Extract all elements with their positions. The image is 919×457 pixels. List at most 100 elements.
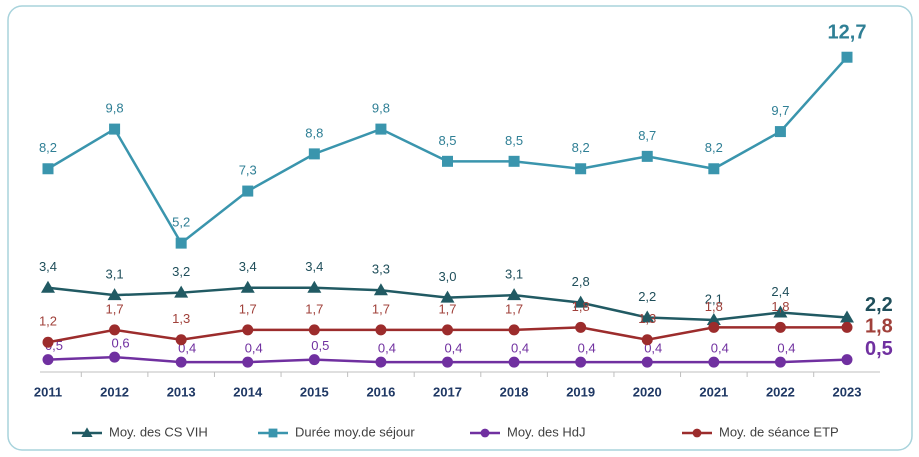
data-label: 1,7 (106, 301, 124, 316)
point (706, 312, 721, 325)
legend-marker (81, 427, 93, 437)
point (175, 237, 187, 249)
point (708, 163, 720, 175)
data-label: 2,2 (865, 294, 893, 316)
point (42, 163, 54, 175)
frame (7, 5, 913, 451)
data-label: 0,6 (112, 336, 130, 351)
x-tick-label: 2013 (167, 384, 196, 399)
data-label: 2,2 (638, 289, 656, 304)
data-label: 8,7 (638, 128, 656, 143)
point (307, 280, 322, 293)
data-label: 3,0 (438, 269, 456, 284)
point (242, 185, 254, 197)
data-label: 0,5 (865, 338, 893, 360)
point (109, 324, 121, 336)
data-label: 1,7 (438, 301, 456, 316)
data-label: 1,7 (239, 301, 257, 316)
data-label: 8,5 (505, 133, 523, 148)
point (840, 310, 854, 323)
data-label: 8,5 (438, 133, 456, 148)
data-label: 3,4 (305, 259, 323, 274)
data-label: 0,4 (711, 341, 729, 356)
x-tick-label: 2019 (566, 384, 595, 399)
x-tick-label: 2016 (366, 384, 395, 399)
data-label: 3,3 (372, 262, 390, 277)
point (242, 324, 254, 336)
x-tick-label: 2011 (34, 384, 62, 399)
data-label: 12,7 (828, 22, 867, 44)
point (641, 150, 653, 162)
data-label: 1,7 (505, 301, 523, 316)
legend-label: Durée moy.de séjour (295, 424, 415, 439)
point (640, 310, 655, 323)
data-label: 8,8 (305, 125, 323, 140)
legend-marker (268, 428, 278, 438)
legend-label: Moy. des CS VIH (109, 424, 208, 439)
point (308, 148, 320, 160)
legend-marker (480, 428, 490, 438)
data-label: 3,4 (239, 259, 257, 274)
x-tick-label: 2014 (233, 384, 263, 399)
point (773, 305, 788, 318)
point (308, 354, 320, 366)
data-label: 7,3 (239, 163, 257, 178)
point (175, 356, 187, 368)
x-tick-label: 2020 (633, 384, 662, 399)
data-label: 0,4 (444, 341, 462, 356)
point (508, 324, 520, 336)
data-label: 0,4 (777, 341, 795, 356)
point (508, 155, 520, 167)
point (440, 290, 455, 303)
point (375, 356, 387, 368)
data-label: 1,8 (771, 299, 789, 314)
data-label: 1,8 (572, 299, 590, 314)
point (774, 126, 786, 138)
point (442, 356, 453, 368)
data-label: 1,2 (39, 314, 57, 329)
point (442, 155, 453, 167)
data-label: 8,2 (572, 140, 590, 155)
x-tick-label: 2022 (766, 384, 795, 399)
data-label: 9,8 (106, 101, 124, 116)
point (641, 334, 653, 346)
point (708, 356, 720, 368)
point (107, 288, 122, 301)
data-label: 1,3 (172, 311, 190, 326)
point (575, 356, 587, 368)
point (109, 351, 121, 363)
point (375, 324, 387, 336)
data-label: 1,3 (638, 311, 656, 326)
x-tick-label: 2021 (699, 384, 728, 399)
data-label: 3,2 (172, 264, 190, 279)
legend-label: Moy. des HdJ (507, 424, 586, 439)
data-label: 9,7 (771, 103, 789, 118)
point (109, 123, 121, 135)
point (841, 354, 853, 366)
data-label: 3,1 (505, 267, 523, 282)
data-label: 1,7 (372, 301, 390, 316)
data-label: 8,2 (705, 140, 723, 155)
data-label: 2,8 (572, 274, 590, 289)
data-label: 1,8 (865, 316, 893, 338)
x-tick-label: 2023 (833, 384, 862, 399)
data-label: 0,5 (311, 338, 329, 353)
data-label: 0,4 (245, 341, 263, 356)
legend-marker (692, 428, 702, 438)
legend-label: Moy. de séance ETP (719, 424, 839, 439)
point (175, 334, 187, 346)
x-tick-label: 2015 (300, 384, 329, 399)
point (508, 356, 520, 368)
data-label: 2,4 (771, 284, 789, 299)
point (308, 324, 320, 336)
point (442, 324, 453, 336)
data-label: 2,1 (705, 291, 723, 306)
point (575, 163, 587, 175)
point (375, 123, 387, 135)
data-label: 0,4 (378, 341, 396, 356)
x-tick-label: 2017 (433, 384, 462, 399)
data-label: 5,2 (172, 215, 190, 230)
point (240, 280, 255, 293)
data-label: 3,4 (39, 259, 57, 274)
point (42, 354, 54, 366)
